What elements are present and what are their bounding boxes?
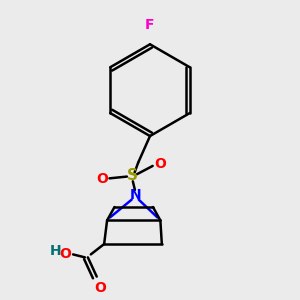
Text: S: S bbox=[127, 169, 138, 184]
Text: O: O bbox=[154, 157, 166, 171]
Text: N: N bbox=[129, 188, 141, 202]
Text: O: O bbox=[60, 247, 72, 261]
Text: O: O bbox=[96, 172, 108, 186]
Text: H: H bbox=[50, 244, 61, 258]
Text: O: O bbox=[94, 281, 106, 295]
Text: F: F bbox=[145, 19, 155, 32]
